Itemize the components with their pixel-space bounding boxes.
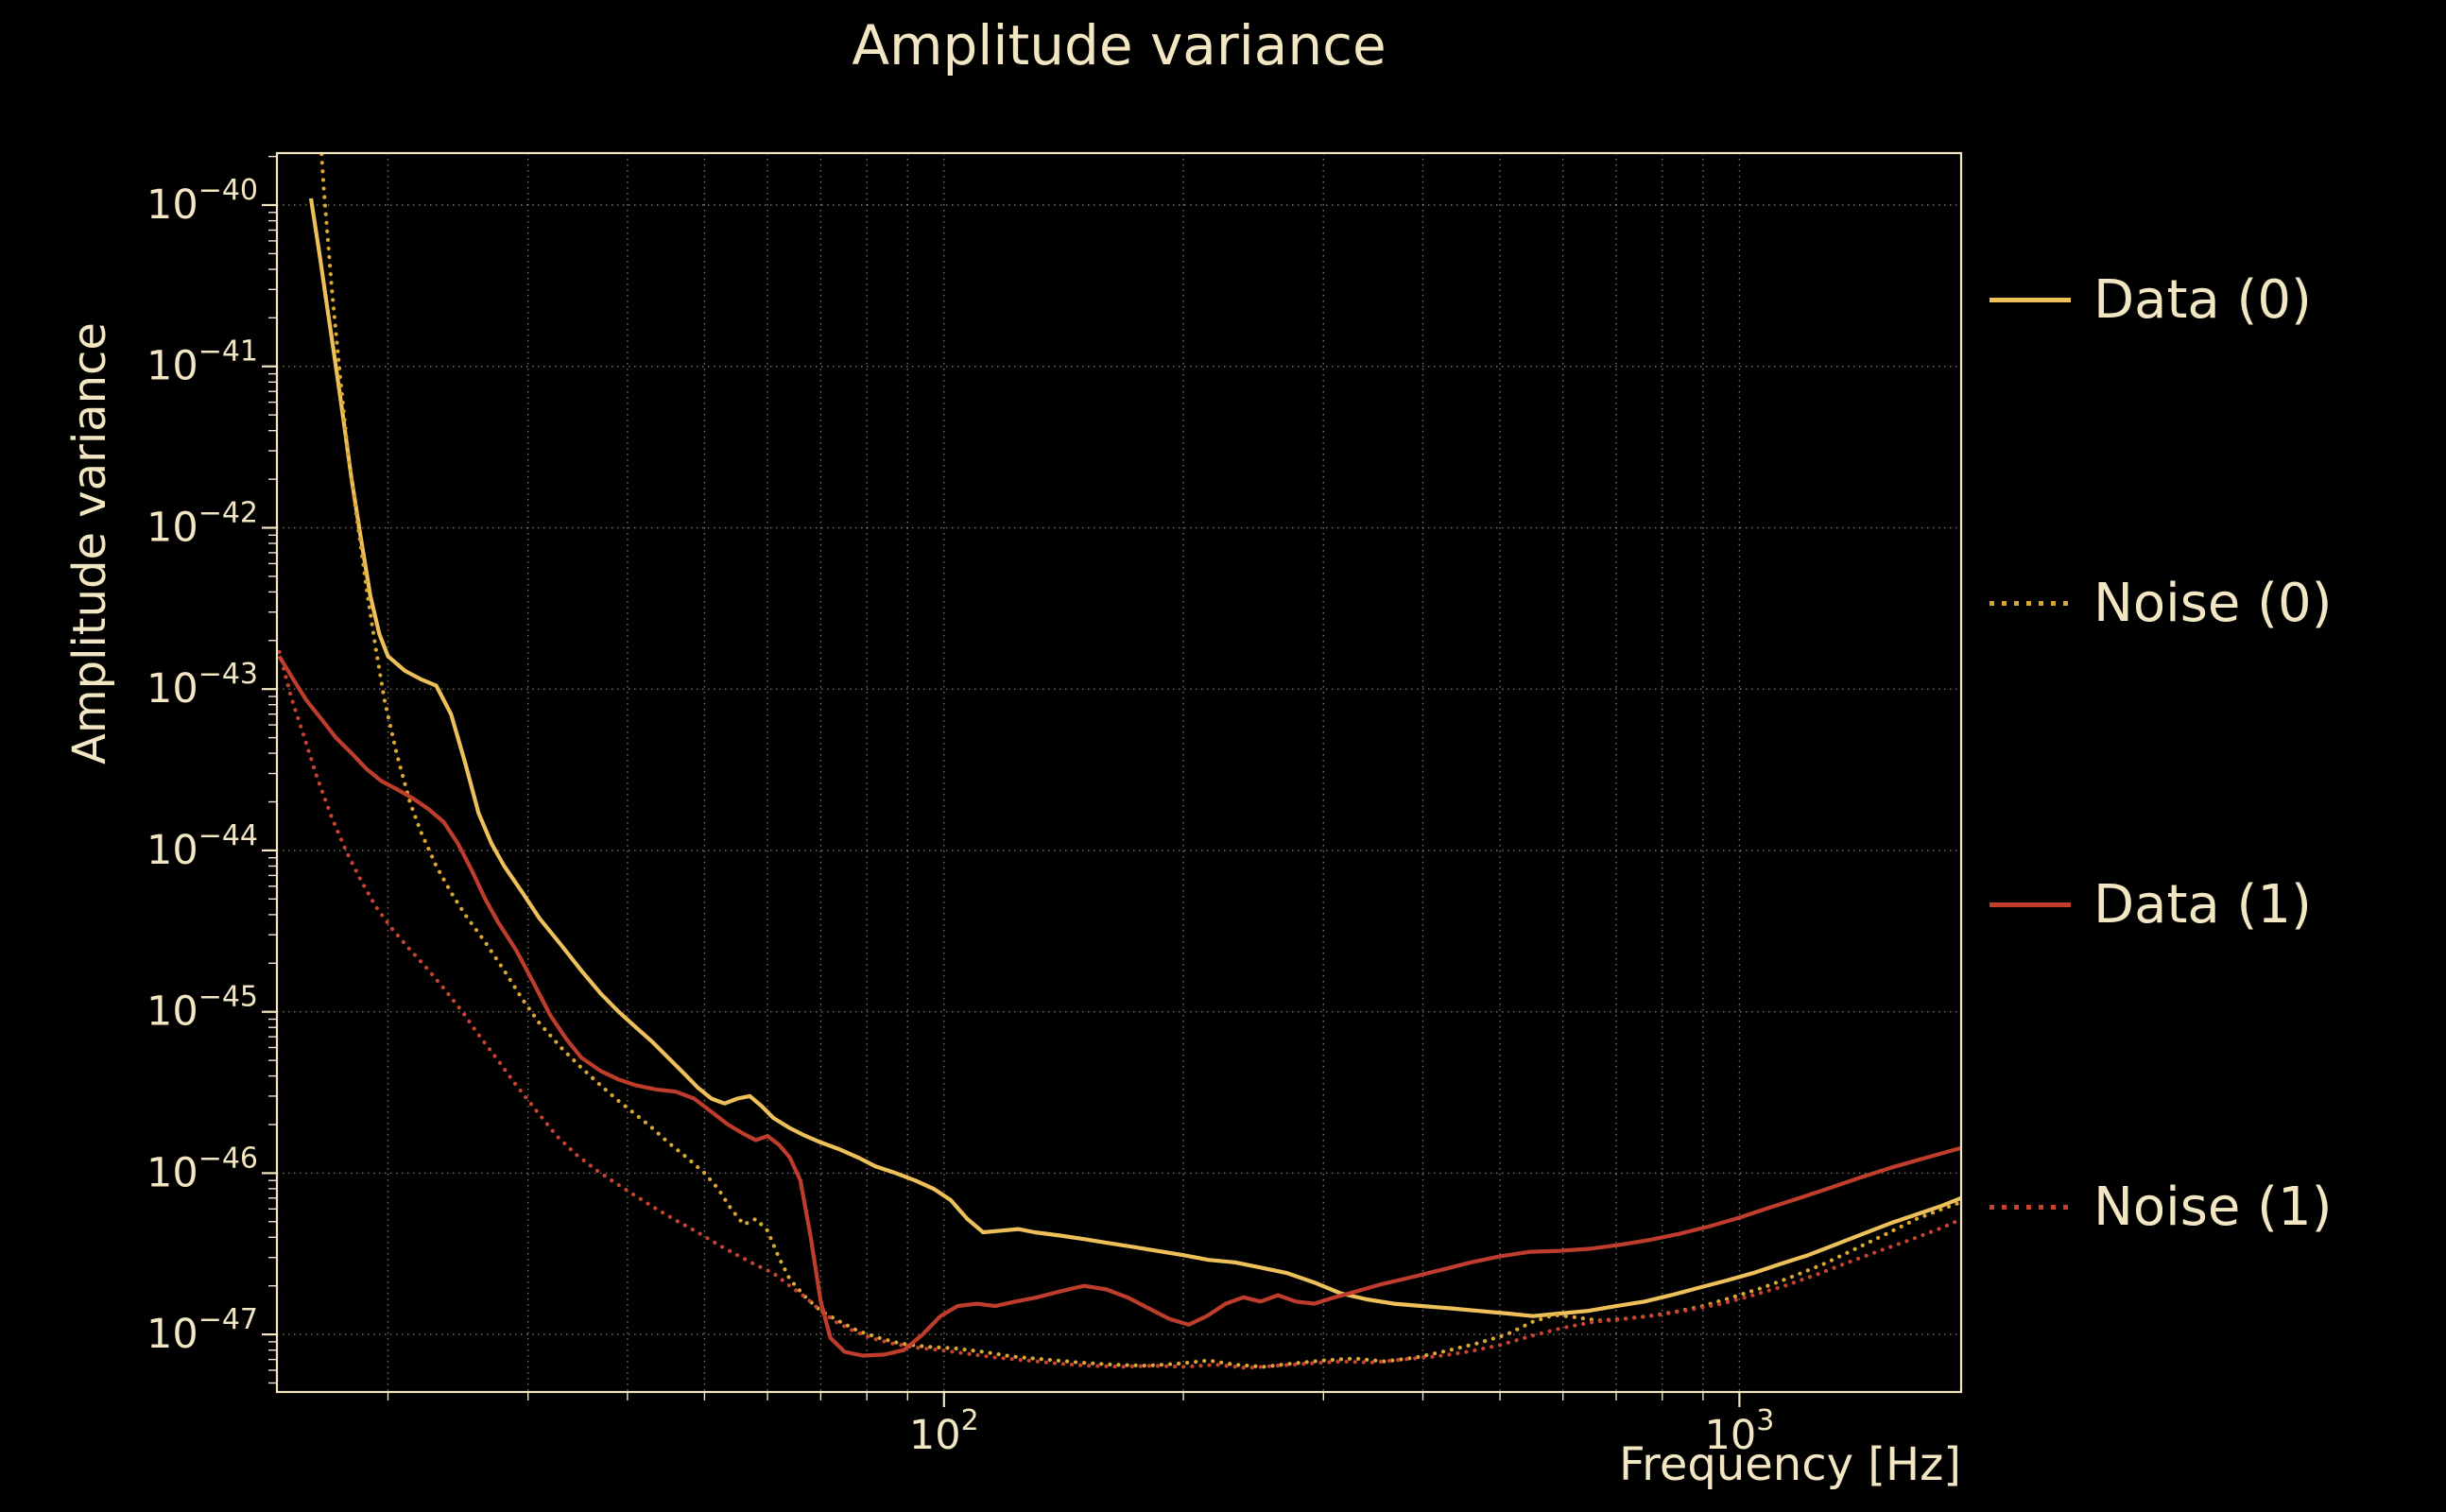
series-line-1 bbox=[319, 153, 1961, 1369]
y-tick-label: 10−46 bbox=[146, 1142, 258, 1196]
legend-item-data-0: Data (0) bbox=[1990, 260, 2312, 339]
legend-swatch-noise-1 bbox=[1990, 1204, 2071, 1210]
series-line-2 bbox=[277, 655, 1961, 1358]
plot-border bbox=[275, 151, 1963, 1394]
legend-swatch-noise-0 bbox=[1990, 600, 2071, 606]
legend-swatch-data-0 bbox=[1990, 297, 2071, 302]
legend-swatch-data-1 bbox=[1990, 902, 2071, 907]
y-tick-label: 10−41 bbox=[146, 335, 258, 390]
legend-label: Data (0) bbox=[2093, 268, 2312, 331]
legend-label: Data (1) bbox=[2093, 873, 2312, 936]
gridlines bbox=[277, 153, 1961, 1392]
series-line-3 bbox=[277, 649, 1961, 1370]
tick-labels: 10−40 10−41 10−42 10−43 10−44 10−45 10−46 10−47… bbox=[146, 174, 1774, 1459]
y-tick-label: 10−47 bbox=[146, 1303, 258, 1358]
legend-label: Noise (0) bbox=[2093, 572, 2333, 634]
y-tick-label: 10−40 bbox=[146, 174, 258, 229]
x-tick-label: 102 bbox=[909, 1404, 979, 1459]
y-tick-label: 10−43 bbox=[146, 658, 258, 713]
y-tick-label: 10−42 bbox=[146, 497, 258, 552]
legend-item-data-1: Data (1) bbox=[1990, 865, 2312, 944]
y-tick-label: 10−44 bbox=[146, 819, 258, 874]
series-lines bbox=[277, 153, 1961, 1370]
legend-item-noise-1: Noise (1) bbox=[1990, 1167, 2332, 1246]
legend: Data (0) Noise (0) Data (1) Noise (1) bbox=[1990, 0, 2443, 1512]
y-tick-label: 10−45 bbox=[146, 981, 258, 1036]
series-line-0 bbox=[308, 198, 1961, 1318]
legend-item-noise-0: Noise (0) bbox=[1990, 563, 2332, 643]
x-axis-label: Frequency [Hz] bbox=[1619, 1438, 1961, 1491]
legend-label: Noise (1) bbox=[2093, 1176, 2333, 1238]
chart-title: Amplitude variance bbox=[852, 13, 1387, 77]
x-tick-label: 103 bbox=[1704, 1404, 1774, 1459]
axis-ticks bbox=[262, 155, 1741, 1407]
